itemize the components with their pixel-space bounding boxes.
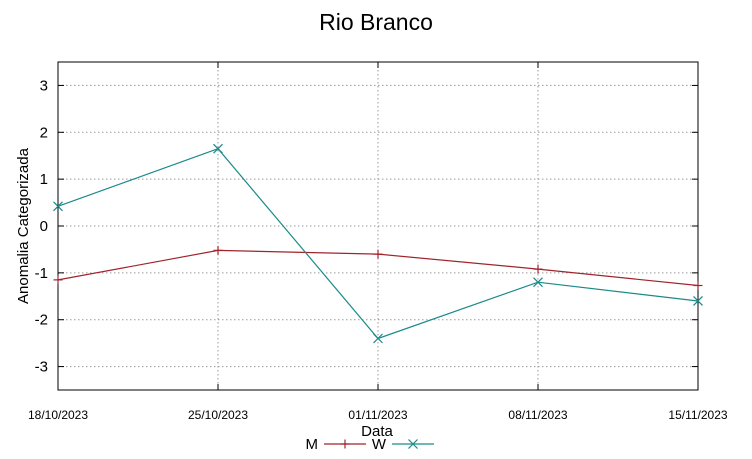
x-tick-label: 01/11/2023	[348, 408, 407, 422]
marker-x	[53, 201, 63, 212]
grid-lines	[58, 62, 698, 390]
marker-x	[533, 277, 543, 288]
x-tick-label: 15/11/2023	[668, 408, 727, 422]
marker-x	[408, 439, 418, 449]
data-point-M	[53, 275, 63, 285]
y-tick-label: 0	[40, 218, 48, 235]
legend-item-M: M	[306, 436, 366, 453]
y-axis-label: Anomalia Categorizada	[15, 147, 32, 304]
x-tick-label: 25/10/2023	[188, 408, 248, 422]
data-point-M	[373, 249, 383, 259]
data-point-W	[533, 277, 543, 288]
series-M	[53, 245, 703, 291]
legend-swatch-marker	[408, 439, 418, 449]
y-tick-label: 3	[40, 77, 48, 94]
data-point-M	[533, 264, 543, 274]
series-W	[53, 143, 703, 344]
marker-x	[693, 296, 703, 306]
data-point-W	[213, 143, 223, 154]
series-layer	[53, 143, 703, 344]
x-axis-label: Data	[361, 423, 393, 440]
x-axis-ticks: 18/10/2023 25/10/2023 01/11/2023 08/11/2023…	[28, 62, 728, 422]
legend-item-W: W	[372, 436, 434, 453]
marker-x	[373, 333, 383, 344]
y-tick-label: -2	[35, 312, 48, 329]
legend-label: M	[306, 436, 319, 453]
chart-title: Rio Branco	[319, 9, 433, 35]
y-tick-label: -3	[35, 359, 48, 376]
marker-x	[213, 143, 223, 154]
data-point-M	[693, 281, 703, 291]
data-point-W	[53, 201, 63, 212]
y-tick-label: -1	[35, 265, 48, 282]
y-tick-label: 2	[40, 124, 48, 141]
x-tick-label: 08/11/2023	[508, 408, 567, 422]
legend-label: W	[372, 436, 387, 453]
y-axis-ticks: 3 2 1 0 -1 -2 -3	[35, 77, 698, 376]
legend-swatch-marker	[340, 439, 350, 449]
y-tick-label: 1	[40, 171, 48, 188]
x-tick-label: 18/10/2023	[28, 408, 88, 422]
data-point-W	[373, 333, 383, 344]
data-point-M	[213, 245, 223, 255]
data-point-W	[693, 296, 703, 306]
